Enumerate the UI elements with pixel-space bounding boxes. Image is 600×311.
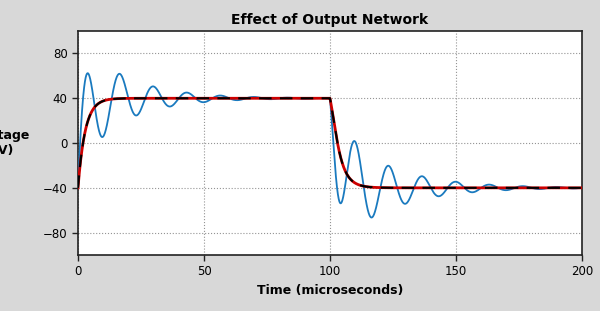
X-axis label: Time (microseconds): Time (microseconds) <box>257 284 403 297</box>
Y-axis label: Voltage
(V): Voltage (V) <box>0 129 31 157</box>
Title: Effect of Output Network: Effect of Output Network <box>232 13 428 27</box>
